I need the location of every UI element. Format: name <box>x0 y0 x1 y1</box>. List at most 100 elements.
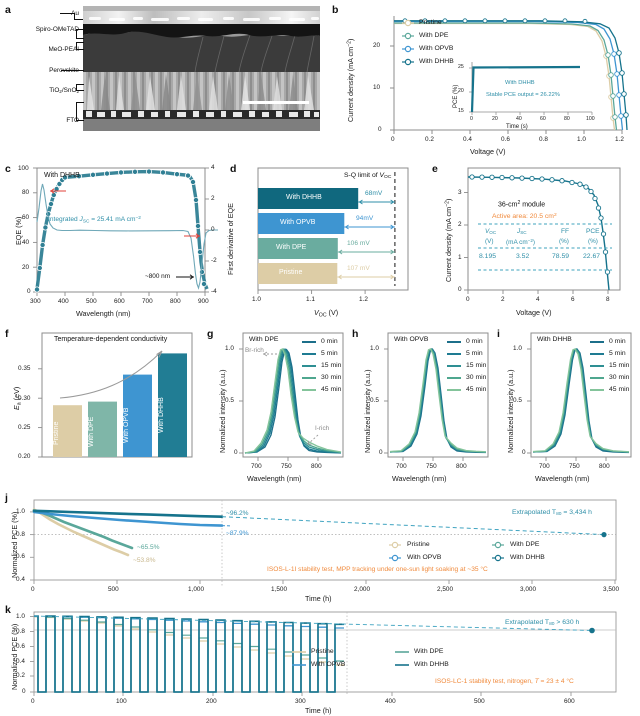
panel-c-xtick-600: 600 <box>114 298 125 305</box>
panel-f-bar-label-dpe: With DPE <box>88 416 95 447</box>
panel-g-ylabel: Normalized intensity (a.u.) <box>218 369 227 454</box>
panel-g-xtick-700: 700 <box>251 463 262 470</box>
panel-c-ytick-80: 80 <box>22 189 30 196</box>
panel-j-xtick-1000: 1,000 <box>188 586 204 593</box>
panel-d-label: d <box>230 163 237 175</box>
panel-d-deficit-opvb: 94mV <box>356 215 374 222</box>
panel-g-annotation-i: I-rich <box>315 425 330 432</box>
panel-j-annotation-pristine: ~53.8% <box>133 557 156 564</box>
leader-spiro-h2 <box>76 38 84 39</box>
panel-e-th-pce-unit: (%) <box>588 238 598 245</box>
panel-e-val-pce: 22.67 <box>583 253 601 260</box>
panel-c: c <box>0 160 235 325</box>
panel-k-ytick-08: 0.8 <box>16 628 25 635</box>
sem-label-fto: FTO <box>66 117 79 124</box>
panel-i-legend-3: 30 min <box>609 374 630 381</box>
panel-h-xlabel: Wavelength (nm) <box>392 474 447 483</box>
panel-g-label: g <box>207 328 214 340</box>
panel-k: k <box>0 602 640 716</box>
panel-i-xtick-750: 750 <box>569 463 580 470</box>
panel-c-ytick-r-m2: -2 <box>211 257 217 264</box>
panel-c-annotation-jsc: Integrated JSC = 25.41 mA cm−2 <box>48 216 141 225</box>
panel-b-inset-xlabel: Time (s) <box>506 124 528 130</box>
panel-h-xtick-800: 800 <box>456 463 467 470</box>
leader-fto-v <box>76 102 77 121</box>
panel-h-legend-0: 0 min <box>466 338 483 345</box>
panel-j-ytick-04: 0.4 <box>16 576 25 583</box>
panel-i-legend-4: 45 min <box>609 386 630 393</box>
panel-b-chart <box>390 16 629 134</box>
leader-meo-h2 <box>76 42 84 43</box>
panel-k-ytick-06: 0.6 <box>16 643 25 650</box>
panel-k-ytick-02: 0.2 <box>16 672 25 679</box>
panel-e-ytick-2: 2 <box>458 221 462 228</box>
panel-i-legend-2: 15 min <box>609 362 630 369</box>
panel-i: i With DHHB 0 0.5 1.0 700 750 800 Wavele… <box>495 325 640 490</box>
panel-j-legend-pristine: Pristine <box>407 541 430 548</box>
sem-label-au: Au <box>71 10 79 17</box>
panel-k-label: k <box>5 604 11 616</box>
panel-f-ytick-025: 0.25 <box>18 424 31 431</box>
panel-g-ytick-10: 1.0 <box>225 345 234 352</box>
panel-f-bar-label-opvb: With OPVB <box>123 407 130 443</box>
panel-i-ytick-10: 1.0 <box>513 345 522 352</box>
panel-j-ytick-08: 0.8 <box>16 531 25 538</box>
panel-b-inset-note-1: With DHHB <box>505 80 535 86</box>
panel-e-th-jsc-unit: (mA cm−2) <box>506 238 536 247</box>
panel-f-chart <box>38 332 193 458</box>
panel-h-ylabel: Normalized intensity (a.u.) <box>363 369 372 454</box>
panel-e-xtick-6: 6 <box>571 296 575 303</box>
panel-j-ylabel: Normalized PCE (%) <box>10 511 19 578</box>
panel-j: j <box>0 490 640 603</box>
leader-au-v <box>74 13 75 20</box>
panel-e-val-ff: 78.59 <box>552 253 570 260</box>
panel-g-xtick-800: 800 <box>311 463 322 470</box>
panel-j-xtick-2000: 2,000 <box>354 586 370 593</box>
panel-e-area-note: Active area: 20.5 cm2 <box>492 213 557 221</box>
panel-g-legend-1: 5 min <box>321 350 338 357</box>
panel-b-inset <box>448 58 596 124</box>
panel-k-chart <box>30 611 617 696</box>
panel-e-chart <box>464 167 621 294</box>
panel-i-legend-1: 5 min <box>609 350 626 357</box>
panel-h-legend-4: 45 min <box>466 386 487 393</box>
panel-e-ylabel: Current density (mA cm−2) <box>444 198 453 282</box>
panel-h-legend-2: 15 min <box>466 362 487 369</box>
leader-tio2-h2 <box>76 84 84 85</box>
panel-c-xtick-900: 900 <box>198 298 209 305</box>
panel-e-xtick-2: 2 <box>501 296 505 303</box>
panel-i-ytick-0: 0 <box>522 449 526 456</box>
panel-k-ytick-04: 0.4 <box>16 658 25 665</box>
panel-e-module-note: 36-cm2 module <box>498 200 546 209</box>
panel-a-label: a <box>5 4 11 16</box>
panel-h-legend-1: 5 min <box>466 350 483 357</box>
panel-j-legend-dhhb: With DHHB <box>510 554 545 561</box>
panel-b-label: b <box>332 4 339 16</box>
panel-i-ylabel: Normalized intensity (a.u.) <box>506 369 515 454</box>
panel-b-ytick-0: 0 <box>378 126 382 133</box>
panel-b-ylabel: Current density (mA cm−2) <box>346 38 355 122</box>
panel-f-bar-label-pristine: Pristine <box>53 421 60 445</box>
panel-c-ytick-20: 20 <box>22 264 30 271</box>
sem-cross-section-image <box>83 6 320 131</box>
panel-k-xtick-500: 500 <box>474 698 485 705</box>
panel-b-legend-pristine: Pristine <box>419 19 442 26</box>
panel-f-ytick-020: 0.20 <box>18 453 31 460</box>
panel-e-th-ff-unit: (%) <box>559 238 569 245</box>
panel-c-ytick-40: 40 <box>22 239 30 246</box>
panel-g-xlabel: Wavelength (nm) <box>247 474 302 483</box>
panel-b-xtick-12: 1.2 <box>615 136 624 143</box>
panel-b-inset-xtick-40: 40 <box>516 116 522 122</box>
panel-j-annotation-dhhb: ~96.2% <box>226 510 249 517</box>
panel-c-xlabel: Wavelength (nm) <box>76 309 131 318</box>
panel-b-inset-xtick-0: 0 <box>470 116 473 122</box>
panel-b-ytick-10: 10 <box>373 84 381 91</box>
panel-b-inset-xtick-80: 80 <box>564 116 570 122</box>
panel-j-xtick-0: 0 <box>31 586 35 593</box>
panel-d-xtick-12: 1.2 <box>359 296 368 303</box>
panel-c-ytick-60: 60 <box>22 214 30 221</box>
panel-i-xlabel: Wavelength (nm) <box>535 474 590 483</box>
panel-h-legend-3: 30 min <box>466 374 487 381</box>
panel-k-legend-dpe: With DPE <box>414 648 444 655</box>
panel-c-xtick-700: 700 <box>142 298 153 305</box>
